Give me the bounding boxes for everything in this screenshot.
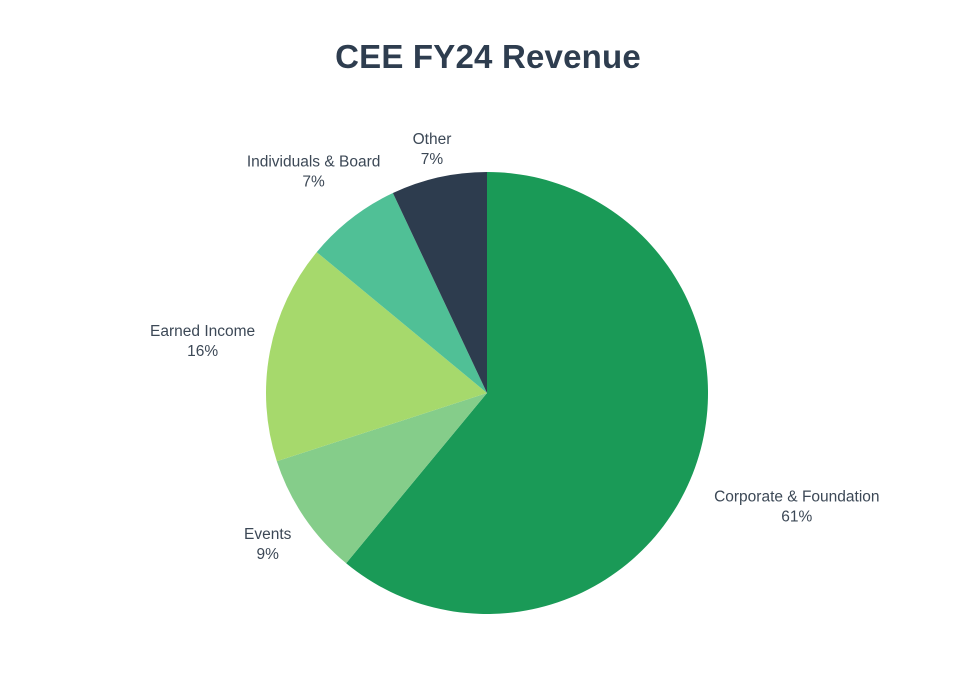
pie-slice-earned-income[interactable]	[266, 252, 487, 462]
slice-label-other: Other 7%	[413, 131, 452, 168]
slice-label-earned-income: Earned Income 16%	[150, 323, 255, 360]
slice-label-events: Events 9%	[244, 526, 292, 563]
pie-slice-individuals-and-board[interactable]	[316, 193, 487, 393]
pie-slice-other[interactable]	[392, 172, 487, 393]
chart-title: CEE FY24 Revenue	[335, 38, 641, 75]
pie-slice-events[interactable]	[276, 393, 487, 564]
slice-label-individuals-and-board: Individuals & Board 7%	[247, 154, 381, 191]
pie-slice-corporate-and-foundation[interactable]	[346, 172, 709, 614]
slice-label-corporate-and-foundation: Corporate & Foundation 61%	[714, 489, 879, 526]
